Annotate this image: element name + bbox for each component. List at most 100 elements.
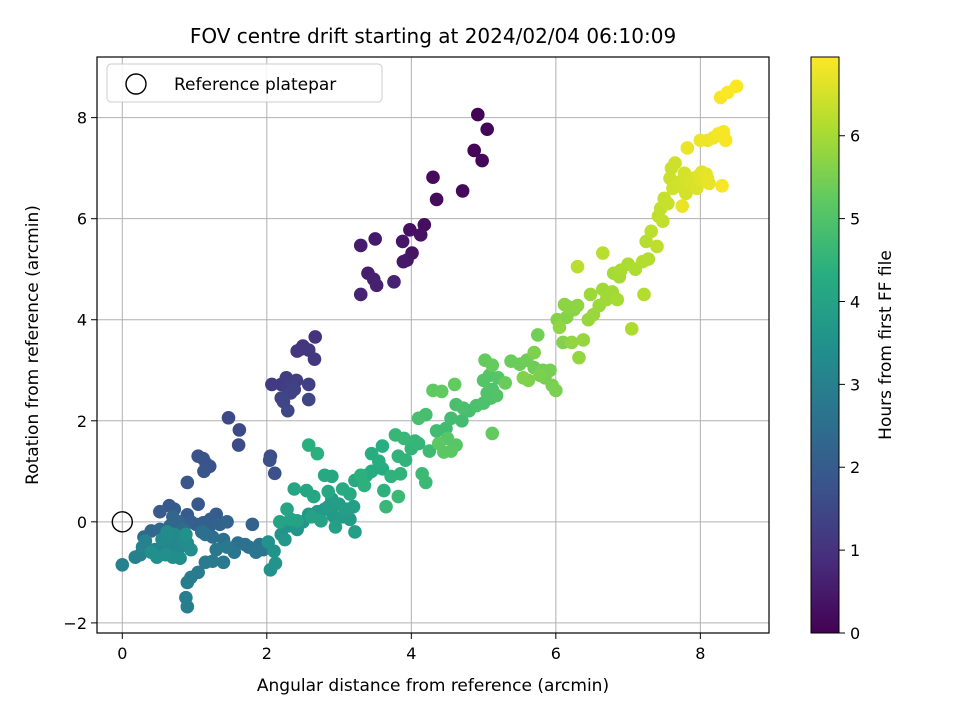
data-point: [321, 484, 336, 499]
data-point: [498, 376, 513, 390]
plot-frame: [96, 56, 770, 634]
colorbar-tick-label: 3: [850, 375, 860, 394]
data-point: [624, 322, 639, 336]
data-point: [231, 438, 246, 452]
data-point: [475, 153, 489, 168]
data-point: [455, 184, 470, 198]
data-point: [596, 246, 610, 260]
data-point: [572, 350, 586, 365]
data-point: [179, 527, 193, 542]
data-point: [718, 133, 733, 148]
data-point: [220, 515, 234, 529]
colorbar-gradient: [810, 56, 840, 634]
data-point: [216, 555, 231, 570]
colorbar-tick-label: 4: [850, 292, 860, 311]
data-point: [280, 403, 295, 418]
data-point: [533, 368, 547, 383]
data-point: [317, 468, 332, 483]
data-point: [220, 540, 234, 554]
colorbar: 0 1 2 3 4 5 6 Hours from first FF file: [810, 56, 896, 643]
data-point: [552, 320, 567, 335]
colorbar-ticks: 0 1 2 3 4 5 6: [839, 127, 860, 643]
data-point: [655, 214, 670, 229]
data-point: [310, 446, 325, 461]
data-point: [644, 224, 659, 239]
grid: [97, 57, 769, 633]
data-point: [184, 542, 198, 557]
data-point: [180, 599, 195, 614]
data-point: [301, 438, 316, 452]
x-tick-label: 0: [117, 644, 127, 663]
colorbar-tick-label: 2: [850, 458, 860, 477]
colorbar-label: Hours from first FF file: [876, 250, 896, 440]
y-axis-ticks: −2 0 2 4 6 8: [63, 109, 97, 633]
data-point: [287, 482, 302, 496]
y-tick-label: 6: [77, 210, 87, 229]
data-point: [467, 143, 481, 158]
data-point: [715, 179, 729, 193]
data-point: [564, 335, 579, 350]
data-point: [557, 297, 572, 312]
colorbar-tick-label: 0: [850, 624, 860, 643]
data-point: [668, 156, 682, 170]
data-point: [455, 413, 469, 428]
data-point: [485, 426, 500, 441]
data-point: [439, 421, 453, 436]
data-point: [198, 527, 213, 542]
data-point: [397, 431, 411, 446]
data-point: [543, 363, 557, 378]
data-point: [304, 509, 319, 524]
data-points: [111, 79, 744, 614]
data-point: [395, 234, 410, 249]
data-point: [290, 344, 304, 358]
data-point: [115, 557, 130, 572]
data-point: [641, 252, 656, 266]
data-point: [489, 388, 504, 403]
data-point: [346, 499, 361, 514]
data-point: [348, 525, 362, 539]
x-axis-ticks: 0 2 4 6 8: [117, 633, 705, 663]
data-point: [675, 199, 690, 213]
data-point: [391, 449, 406, 463]
data-point: [209, 542, 224, 557]
x-tick-label: 6: [551, 644, 561, 663]
data-point: [583, 287, 598, 302]
data-point: [415, 467, 429, 481]
x-axis-label: Angular distance from reference (arcmin): [257, 676, 609, 696]
data-point: [403, 223, 417, 237]
data-point: [391, 489, 406, 504]
x-tick-label: 2: [262, 644, 272, 663]
y-tick-label: −2: [63, 614, 87, 633]
data-point: [353, 287, 368, 302]
data-point: [180, 575, 195, 590]
data-point: [353, 238, 368, 253]
data-point: [429, 192, 444, 207]
legend: Reference platepar: [106, 63, 383, 103]
data-point: [650, 239, 664, 254]
data-point: [530, 328, 545, 342]
data-point: [431, 436, 446, 451]
data-point: [368, 232, 382, 246]
data-point: [444, 411, 458, 426]
data-point: [180, 475, 195, 490]
data-point: [549, 383, 563, 398]
data-point: [375, 439, 390, 453]
data-point: [262, 453, 277, 468]
data-point: [268, 556, 283, 571]
data-point: [191, 497, 205, 511]
data-point: [364, 464, 379, 479]
data-point: [245, 517, 260, 532]
data-point: [661, 196, 675, 211]
y-tick-label: 4: [77, 311, 87, 330]
colorbar-tick-label: 6: [850, 127, 860, 146]
data-point: [369, 278, 384, 293]
data-point: [570, 259, 585, 274]
data-point: [307, 352, 322, 366]
data-point: [173, 551, 187, 566]
legend-marker-open-circle: [125, 73, 147, 95]
data-point: [280, 502, 294, 517]
colorbar-tick-label: 5: [850, 210, 860, 229]
data-point: [570, 298, 585, 313]
data-point: [639, 234, 653, 249]
y-tick-label: 2: [77, 412, 87, 431]
